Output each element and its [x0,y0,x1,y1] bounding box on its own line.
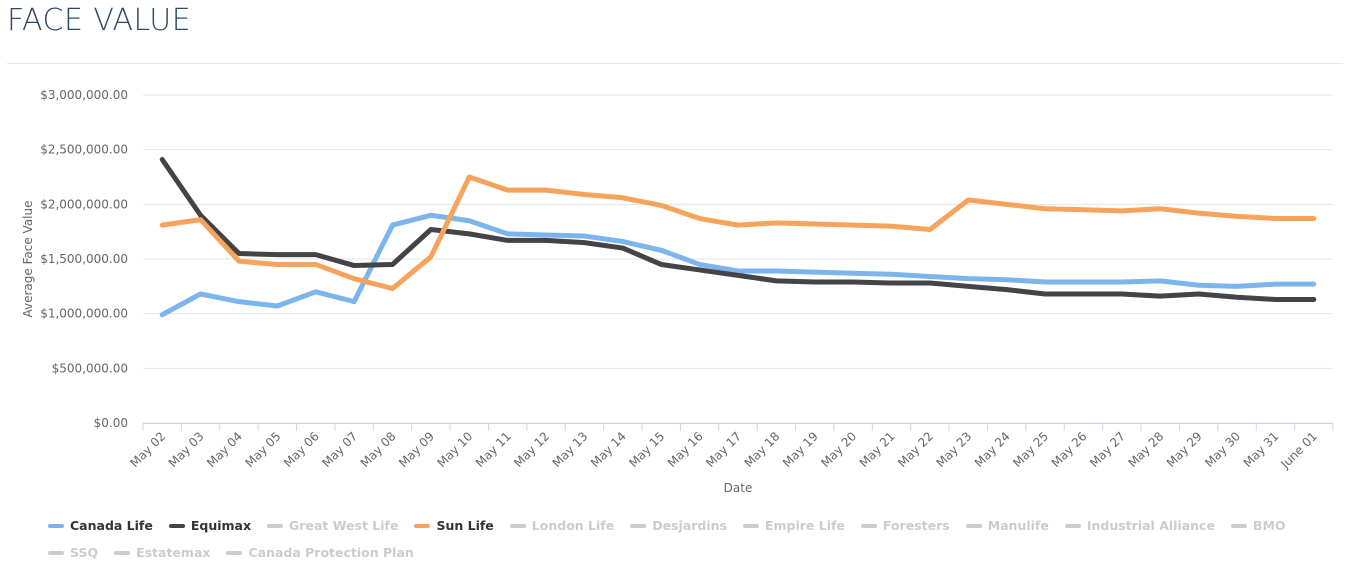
legend-label: Foresters [882,518,950,533]
y-tick-label: $2,000,000.00 [40,197,128,211]
legend-label: Manulife [987,518,1049,533]
series-line [159,174,1317,292]
x-tick-label: May 27 [1087,429,1128,470]
y-axis-title: Average Face Value [21,201,35,318]
legend-item[interactable]: Sun Life [414,516,494,535]
legend-swatch [267,523,284,528]
chart: $0.00 $500,000.00 $1,000,000.00 $1,500,000.… [21,88,1334,495]
x-tick-label: May 05 [243,429,284,470]
y-tick-label: $2,500,000.00 [40,143,128,157]
legend-label: BMO [1252,518,1286,533]
y-tick-label: $0.00 [94,416,128,430]
x-tick-label: May 13 [550,429,591,470]
x-tick-label: May 24 [972,429,1013,470]
legend-item[interactable]: Estatemax [114,543,210,562]
legend-swatch [48,550,64,555]
legend-swatch [114,550,131,555]
legend: Canada Life Equimax Great West Life Sun Lif… [48,516,1338,562]
legend-swatch [742,523,759,528]
y-tick-label: $1,000,000.00 [40,307,128,321]
x-tick-label: May 14 [588,429,629,470]
x-tick-label: May 15 [626,429,667,470]
legend-label: Canada Protection Plan [248,545,414,560]
x-tick-label: May 30 [1202,429,1243,470]
y-tick-label: $3,000,000.00 [40,88,128,102]
divider [7,63,1343,64]
legend-item[interactable]: Foresters [860,516,950,535]
legend-swatch [48,523,64,528]
x-tick-label: May 23 [933,429,974,470]
legend-label: Equimax [190,518,252,533]
x-tick-label: May 19 [780,429,821,470]
legend-swatch [1064,523,1081,528]
legend-item[interactable]: SSQ [48,543,98,562]
x-tick-label: May 11 [473,429,514,470]
legend-item[interactable]: Manulife [965,516,1049,535]
legend-item[interactable]: Great West Life [267,516,398,535]
legend-label: Canada Life [70,518,153,533]
x-tick-label: May 25 [1010,429,1051,470]
legend-label: SSQ [70,545,99,560]
x-tick-label: May 22 [895,429,936,470]
x-tick-label: May 04 [204,429,245,470]
series-line [159,157,1317,302]
legend-item[interactable]: BMO [1230,516,1286,535]
x-tick-label: May 06 [281,429,322,470]
legend-item[interactable]: Canada Life [48,516,153,535]
y-tick-label: $1,500,000.00 [40,252,128,266]
x-tick-label: May 20 [818,429,859,470]
x-tick-label: May 02 [127,429,168,470]
legend-swatch [860,523,877,528]
x-tick-label: May 31 [1241,429,1282,470]
legend-item[interactable]: Equimax [168,516,252,535]
legend-label: London Life [531,518,615,533]
x-tick-label: May 03 [166,429,207,470]
x-tick-label: May 12 [511,429,552,470]
x-tick-label: May 07 [319,429,360,470]
x-tick-label: May 26 [1049,429,1090,470]
legend-item[interactable]: Empire Life [742,516,845,535]
legend-swatch [509,523,526,528]
legend-swatch [414,523,431,528]
legend-item[interactable]: Industrial Alliance [1064,516,1215,535]
legend-label: Empire Life [764,518,845,533]
y-tick-label: $500,000.00 [52,361,128,375]
legend-label: Great West Life [289,518,399,533]
legend-label: Estatemax [136,545,211,560]
x-tick-label: May 08 [358,429,399,470]
legend-item[interactable]: Canada Protection Plan [226,543,414,562]
x-tick-label: May 21 [857,429,898,470]
x-tick-label: May 28 [1125,429,1166,470]
x-tick-label: May 17 [703,429,744,470]
legend-label: Sun Life [436,518,494,533]
x-tick-label: May 29 [1164,429,1205,470]
legend-item[interactable]: London Life [509,516,615,535]
legend-swatch [630,523,647,528]
legend-swatch [1230,523,1247,528]
legend-item[interactable]: Desjardins [630,516,727,535]
legend-swatch [226,550,243,555]
legend-label: Industrial Alliance [1086,518,1215,533]
x-tick-label: May 16 [665,429,706,470]
x-tick-label: May 18 [742,429,783,470]
legend-swatch [965,523,982,528]
x-tick-label: May 10 [434,429,475,470]
legend-label: Desjardins [652,518,727,533]
x-axis-title: Date [724,481,753,495]
x-tick-label: May 09 [396,429,437,470]
legend-swatch [168,523,185,528]
x-tick-label: June 01 [1277,429,1320,472]
series-line [159,212,1317,318]
title: FACE VALUE [7,3,192,38]
